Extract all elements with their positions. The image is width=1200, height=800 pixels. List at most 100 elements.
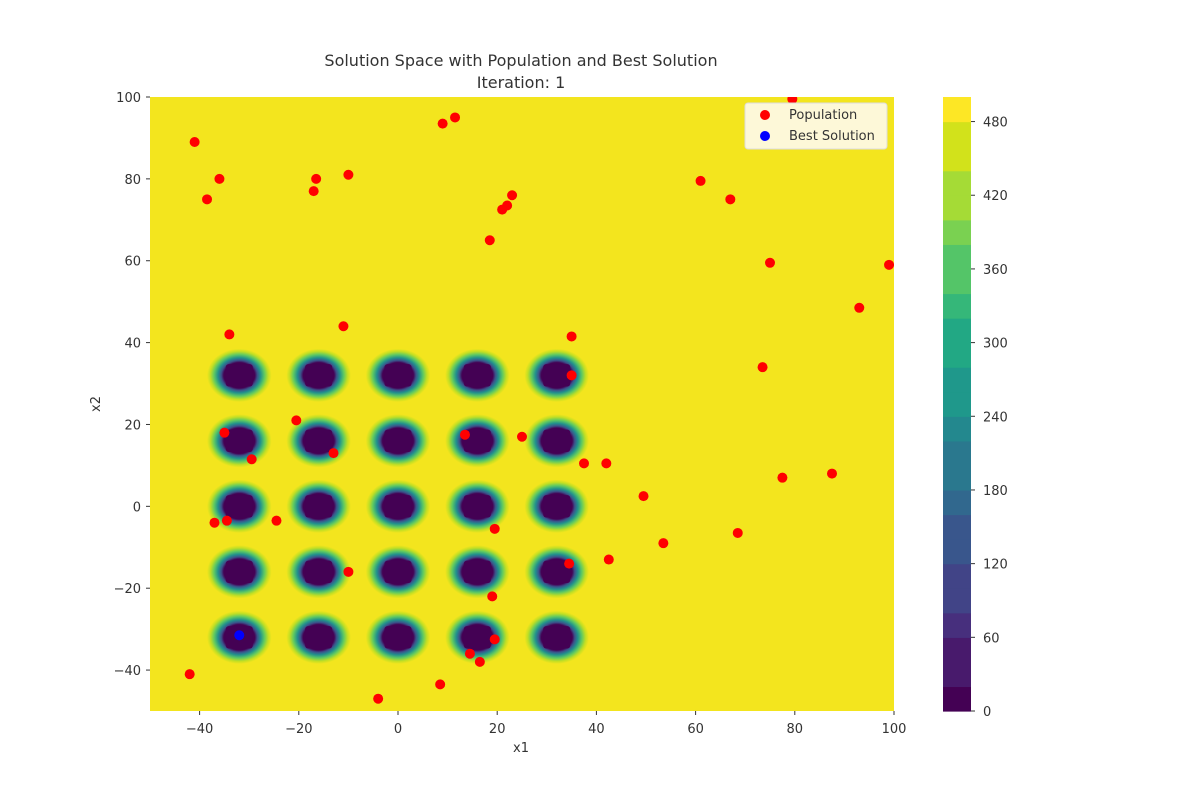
- colorbar-band: [943, 661, 971, 688]
- colorbar-band: [943, 219, 971, 245]
- contour-well-core: [463, 364, 491, 387]
- population-point: [484, 235, 495, 246]
- contour-well-core: [305, 429, 333, 453]
- colorbar-band: [943, 293, 971, 319]
- x-tick-label: 0: [394, 722, 402, 737]
- contour-well-core: [305, 495, 333, 518]
- colorbar-band: [943, 686, 971, 712]
- population-point: [695, 175, 706, 186]
- legend-label-best-solution: Best Solution: [789, 129, 875, 144]
- colorbar-band: [943, 465, 971, 491]
- y-tick-label: 40: [124, 337, 141, 352]
- colorbar-tick-label: 0: [983, 705, 991, 720]
- y-axis: −40 −20 0 20 40 60 80 100: [114, 91, 150, 679]
- colorbar-band: [943, 318, 971, 344]
- population-point: [787, 97, 798, 105]
- contour-well-core: [384, 495, 412, 518]
- x-tick-label: 20: [489, 722, 506, 737]
- contour-well-core: [225, 495, 253, 518]
- population-point: [579, 458, 589, 469]
- x-tick-label: 80: [787, 722, 804, 737]
- colorbar-tick-label: 60: [983, 631, 1000, 646]
- contour-well-core: [463, 626, 491, 649]
- best-solution-point: [234, 630, 245, 641]
- contour-well-core: [543, 364, 571, 387]
- population-point: [464, 648, 475, 659]
- x-tick-label: −40: [186, 722, 213, 737]
- y-axis-label: x2: [89, 396, 104, 412]
- contour-well-core: [543, 429, 571, 453]
- colorbar-band: [943, 416, 971, 442]
- population-point: [765, 257, 775, 268]
- population-point: [246, 454, 257, 465]
- colorbar-band: [943, 539, 971, 565]
- contour-well-core: [384, 364, 412, 387]
- chart-title: Solution Space with Population and Best …: [324, 51, 717, 70]
- population-point: [202, 194, 213, 205]
- population-point: [507, 190, 518, 201]
- colorbar-band: [943, 146, 971, 172]
- colorbar-band: [943, 440, 971, 466]
- population-point: [343, 566, 354, 577]
- population-point: [757, 362, 768, 373]
- population-point: [854, 302, 865, 313]
- population-point: [638, 491, 649, 502]
- legend-marker-population: [760, 110, 770, 120]
- population-point: [658, 538, 669, 549]
- colorbar-band: [943, 170, 971, 196]
- x-tick-label: 40: [588, 722, 605, 737]
- population-point: [732, 527, 743, 538]
- colorbar-tick-label: 240: [983, 410, 1008, 425]
- population-point: [311, 173, 322, 184]
- contour-well-core: [225, 429, 253, 453]
- contour-well-core: [384, 429, 412, 453]
- population-point: [437, 118, 448, 129]
- population-point: [827, 468, 837, 479]
- contour-well-core: [543, 495, 571, 518]
- contour-background: [150, 97, 894, 711]
- colorbar-tick-label: 300: [983, 337, 1008, 352]
- population-point: [224, 329, 235, 340]
- y-tick-label: 80: [124, 173, 141, 188]
- colorbar-band: [943, 637, 971, 663]
- population-point: [489, 634, 500, 645]
- scatter-points: [184, 97, 894, 704]
- y-tick-label: 0: [133, 500, 141, 515]
- population-point: [884, 259, 894, 270]
- population-point: [221, 515, 232, 526]
- colorbar-tick-label: 420: [983, 189, 1008, 204]
- colorbar-band: [943, 268, 971, 295]
- colorbar-band: [943, 588, 971, 614]
- colorbar-tick-label: 180: [983, 484, 1008, 499]
- colorbar-tick-label: 360: [983, 263, 1008, 278]
- x-axis-label: x1: [513, 741, 529, 756]
- colorbar-band: [943, 195, 971, 221]
- colorbar-band: [943, 244, 971, 270]
- legend-marker-best-solution: [760, 131, 770, 141]
- population-point: [517, 431, 527, 442]
- population-point: [725, 194, 736, 205]
- population-point: [564, 558, 575, 569]
- y-tick-label: 100: [116, 91, 141, 106]
- colorbar-band: [943, 391, 971, 417]
- population-point: [308, 186, 319, 197]
- colorbar-band: [943, 367, 971, 393]
- contour-wells: [207, 348, 589, 664]
- colorbar-tick-label: 120: [983, 558, 1008, 573]
- y-tick-label: −20: [114, 582, 141, 597]
- x-tick-label: −20: [285, 722, 312, 737]
- population-point: [373, 693, 384, 704]
- x-axis: −40 −20 0 20 40 60 80 100: [186, 711, 906, 737]
- x-tick-label: 60: [687, 722, 704, 737]
- contour-well-core: [543, 560, 571, 584]
- population-point: [497, 204, 508, 215]
- population-point: [459, 429, 470, 440]
- population-point: [603, 554, 614, 565]
- contour-well-core: [225, 364, 253, 387]
- population-point: [566, 331, 577, 342]
- population-point: [489, 523, 500, 534]
- population-point: [219, 427, 230, 438]
- population-point: [328, 448, 339, 459]
- colorbar-band: [943, 563, 971, 589]
